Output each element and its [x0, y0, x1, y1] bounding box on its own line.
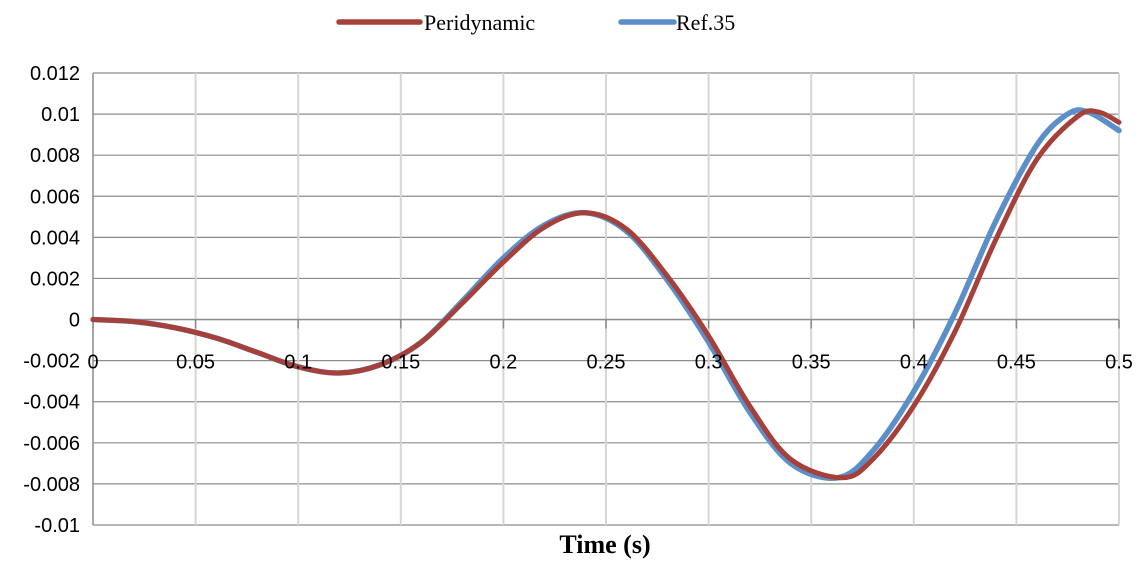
- x-tick-label: 0.4: [900, 352, 928, 374]
- x-tick-label: 0.2: [489, 352, 517, 374]
- x-axis-label: Time (s): [559, 530, 650, 559]
- y-tick-label: 0: [69, 310, 80, 332]
- axes: [92, 73, 1120, 525]
- legend: Peridynamic Ref.35: [336, 10, 735, 35]
- series-group: [90, 107, 1122, 481]
- y-tick-label: 0.012: [30, 63, 80, 85]
- series-line-peridynamic: [90, 108, 1122, 481]
- x-tick-label: 0.1: [284, 352, 312, 374]
- x-tick-label: 0.05: [176, 352, 215, 374]
- y-tick-label: 0.004: [30, 227, 80, 249]
- y-tick-label: 0.002: [30, 268, 80, 290]
- x-tick-label: 0.35: [792, 352, 831, 374]
- x-tick-label: 0.15: [381, 352, 420, 374]
- y-tick-label: 0.01: [41, 104, 80, 126]
- grid: [93, 72, 1120, 526]
- legend-label-ref-35: Ref.35: [676, 10, 735, 35]
- x-tick-label: 0.45: [997, 352, 1036, 374]
- x-tick-label: 0.25: [587, 352, 626, 374]
- y-tick-label: -0.006: [23, 433, 80, 455]
- y-tick-label: 0.006: [30, 186, 80, 208]
- y-tick-label: -0.008: [23, 474, 80, 496]
- legend-label-peridynamic: Peridynamic: [424, 10, 535, 35]
- y-tick-label: -0.004: [23, 392, 80, 414]
- x-tick-label: 0: [87, 352, 98, 374]
- y-tick-label: -0.01: [34, 515, 80, 537]
- y-tick-label: -0.002: [23, 351, 80, 373]
- x-tick-label: 0.3: [695, 352, 723, 374]
- tick-labels: 0.012 0.01 0.008 0.006 0.004 0.002 0 -0.002 -0.0…: [23, 63, 1133, 537]
- y-tick-label: 0.008: [30, 145, 80, 167]
- x-tick-label: 0.5: [1105, 352, 1133, 374]
